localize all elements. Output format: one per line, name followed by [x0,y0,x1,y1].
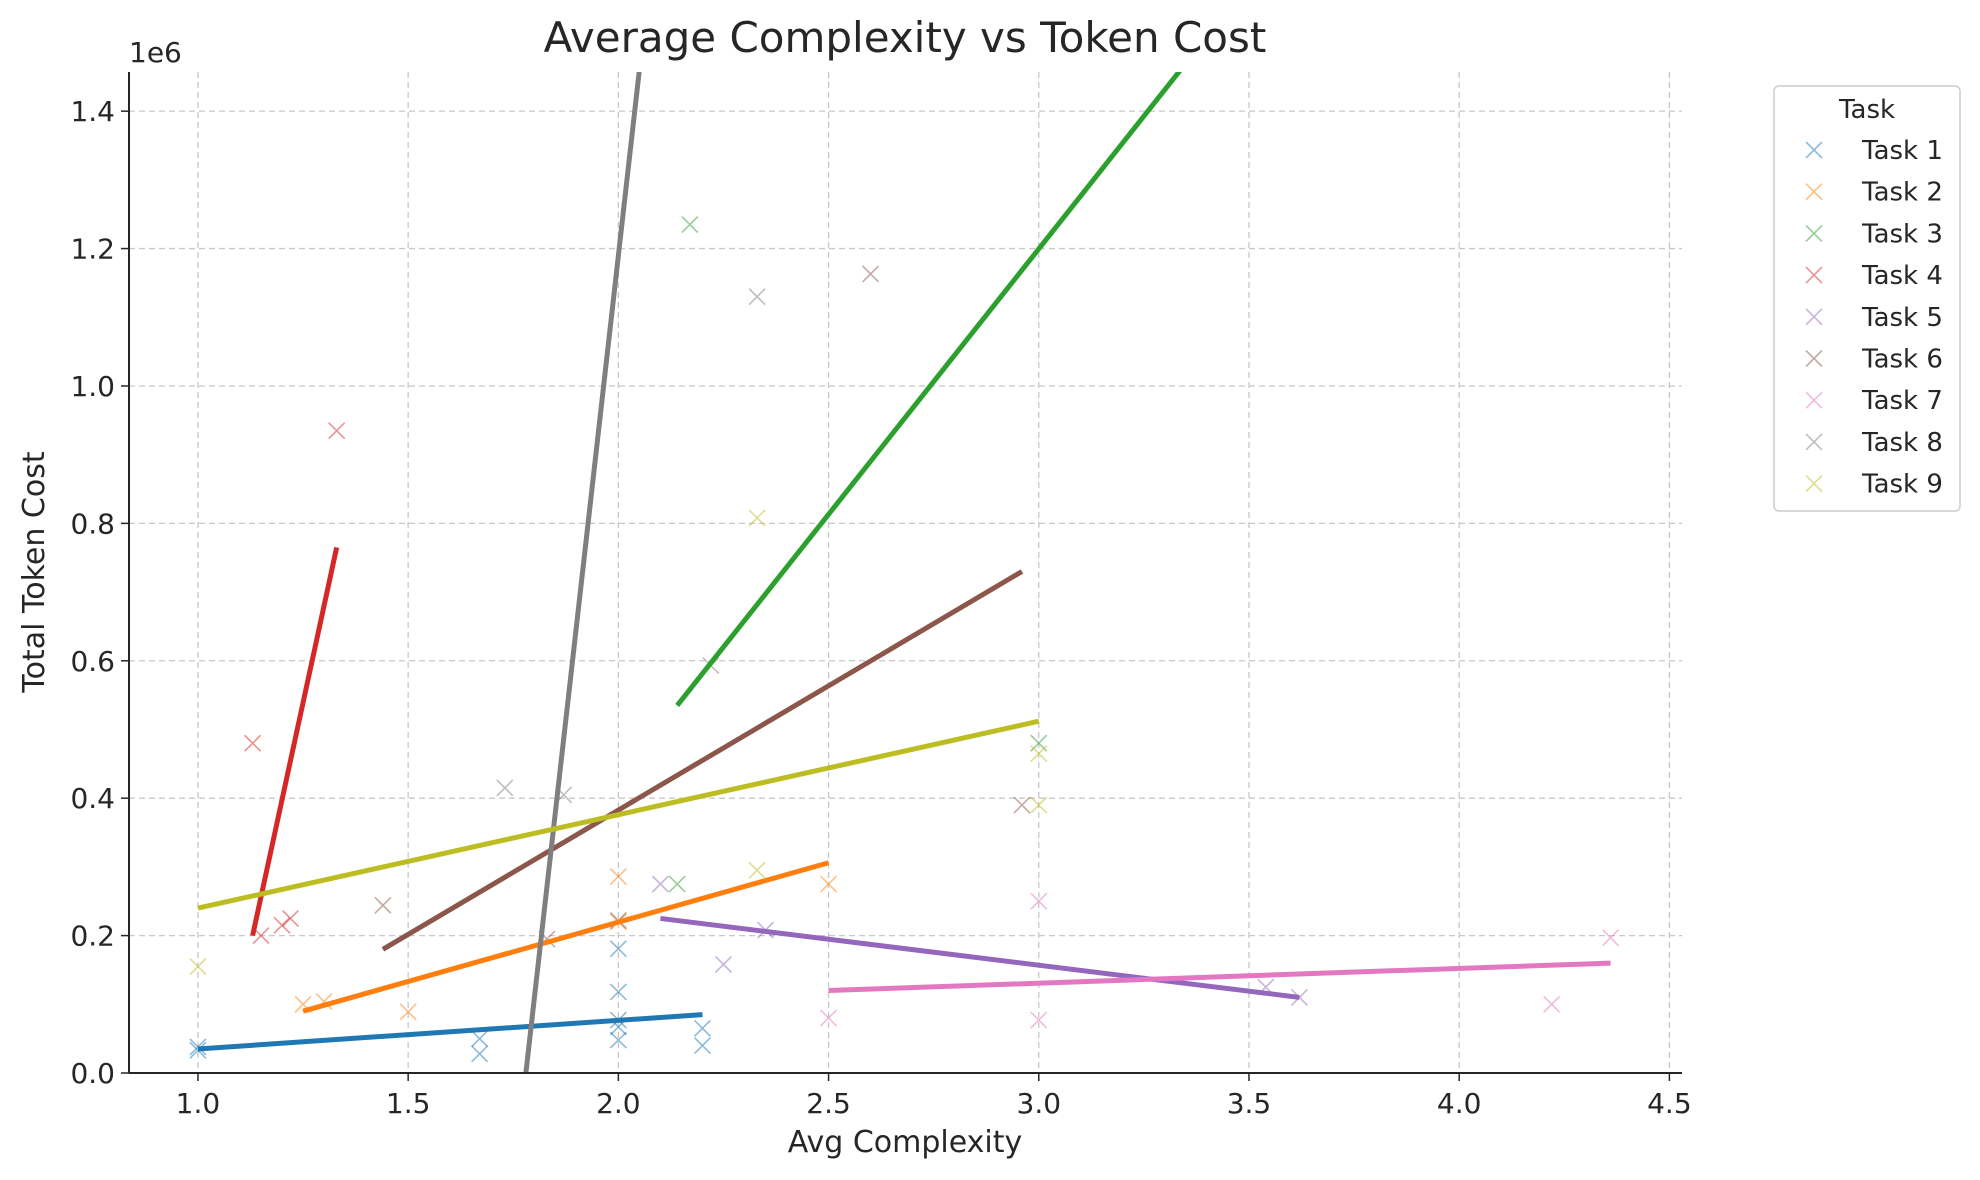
legend-marker-task-5 [1805,308,1823,326]
legend: Task Task 1 Task 2 Task 3 Task 4 Task 5 Task … [1773,85,1961,512]
legend-marker-task-1 [1805,141,1823,159]
trend-line-task-6 [381,569,1024,952]
x-tick-label: 4.5 [1647,1087,1692,1120]
y-tick-label: 0.0 [70,1057,115,1090]
trend-line-task-8 [523,72,642,1073]
data-point-task-1 [609,1031,627,1049]
data-point-task-2 [609,867,627,886]
data-point-task-9 [1030,796,1048,814]
legend-label-task-5: Task 5 [1861,303,1943,333]
data-point-task-5 [714,955,733,974]
y-tick-label: 1.2 [70,233,115,266]
legend-marker-task-2 [1805,183,1823,201]
trend-line-task-1 [197,1012,703,1052]
x-tick-label: 2.0 [596,1087,641,1120]
y-tick-label: 0.6 [70,645,115,678]
data-point-task-4 [328,422,346,440]
trend-line-task-3 [675,72,1183,707]
data-point-task-4 [244,734,262,752]
trend-line-task-2 [302,860,830,1014]
x-tick-label: 1.5 [386,1087,431,1120]
data-point-task-2 [399,1003,417,1021]
trend-line-task-4 [250,546,340,937]
data-point-task-7 [1030,892,1048,910]
data-point-task-3 [681,215,699,234]
legend-label-task-8: Task 8 [1861,428,1943,458]
data-point-task-9 [748,861,766,879]
y-tick-label: 0.2 [70,920,115,953]
data-marks [189,72,1620,1073]
y-axis-label: Total Token Cost [17,451,52,693]
legend-label-task-2: Task 2 [1861,178,1943,208]
legend-marker-task-3 [1805,224,1823,242]
data-point-task-7 [1030,1011,1048,1029]
chart-title: Average Complexity vs Token Cost [544,13,1267,62]
data-point-task-1 [693,1019,712,1037]
data-point-task-2 [819,875,838,893]
data-point-task-1 [693,1036,712,1055]
legend-label-task-3: Task 3 [1861,219,1943,249]
data-point-task-8 [496,779,514,797]
legend-marker-task-4 [1805,266,1823,284]
data-point-task-1 [189,1041,207,1059]
data-point-task-1 [609,983,627,1001]
data-point-task-1 [609,940,627,958]
axes [128,72,1682,1074]
legend-label-task-7: Task 7 [1861,386,1943,416]
trend-line-task-7 [828,960,1611,994]
legend-marker-task-9 [1805,475,1823,493]
data-point-task-6 [374,896,392,914]
legend-label-task-1: Task 1 [1861,136,1943,166]
data-point-task-7 [1543,995,1561,1013]
x-tick-label: 3.0 [1017,1087,1062,1120]
data-point-task-6 [1013,796,1031,814]
data-point-task-5 [651,875,669,893]
data-point-task-1 [471,1045,489,1063]
x-tick-label: 4.0 [1437,1087,1482,1120]
trend-line-task-9 [197,718,1040,911]
x-tick-label: 1.0 [176,1087,221,1120]
x-tick-label: 3.5 [1227,1087,1272,1120]
grid [129,72,1682,1074]
y-tick-label: 1.0 [70,370,115,403]
y-tick-label: 0.4 [70,782,115,815]
legend-label-task-9: Task 9 [1861,470,1943,500]
legend-label-task-6: Task 6 [1861,345,1943,375]
data-point-task-4 [273,916,291,934]
y-tick-label: 1.4 [70,95,115,128]
y-tick-label: 0.8 [70,507,115,540]
ticks: 1.0 1.5 2.0 2.5 3.0 3.5 4.0 4.5 0.0 0.2 0.4 0.6 0.8 1… [70,95,1691,1120]
x-tick-label: 2.5 [806,1087,851,1120]
legend-marker-task-8 [1805,433,1823,451]
y-offset-label: 1e6 [129,36,182,69]
legend-box [1773,85,1961,512]
data-point-task-9 [1030,744,1048,763]
legend-marker-task-6 [1805,349,1823,368]
legend-label-task-4: Task 4 [1861,261,1943,291]
data-point-task-1 [471,1030,489,1048]
legend-title: Task [1838,95,1895,125]
data-point-task-4 [281,909,300,927]
data-point-task-3 [668,875,686,893]
data-point-task-6 [862,265,880,283]
data-point-task-9 [748,509,766,527]
data-point-task-7 [1601,929,1620,947]
data-point-task-8 [748,288,766,306]
data-point-task-7 [819,1009,838,1027]
x-axis-label: Avg Complexity [788,1125,1023,1160]
data-point-task-9 [189,957,207,976]
legend-marker-task-7 [1805,391,1823,409]
trend-line-task-5 [660,915,1300,1000]
